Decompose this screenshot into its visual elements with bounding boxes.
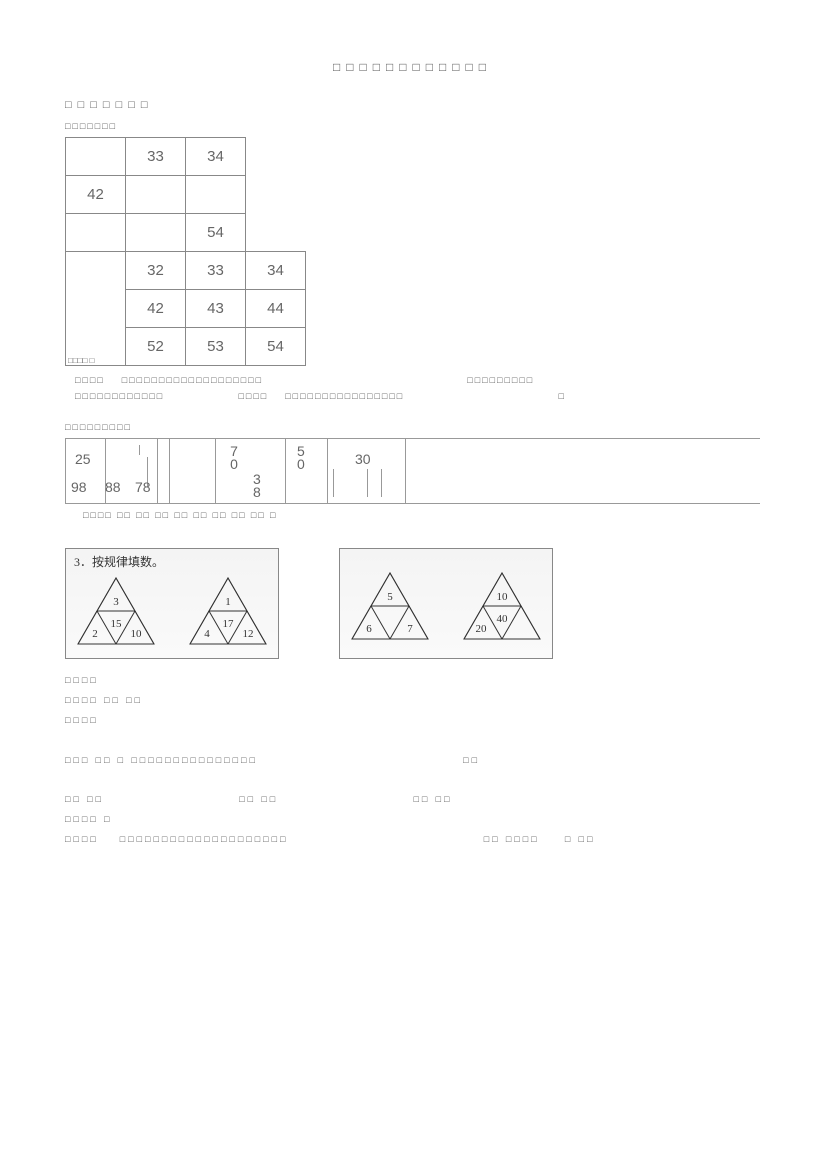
- svg-text:4: 4: [204, 628, 210, 640]
- triangle-section: 3．按规律填数。 3 2 15 10 1: [65, 548, 760, 659]
- triangle-diagram-1: 3 2 15 10: [74, 574, 158, 648]
- note-text: □□□□: [238, 388, 268, 404]
- footer-text: □□ □□: [414, 790, 453, 810]
- cell: [126, 176, 186, 214]
- svg-text:15: 15: [111, 618, 123, 630]
- note-text: □□□□□□□□□□□□□□□□□□□: [122, 375, 263, 385]
- footer-line: □□□□ □: [65, 810, 760, 830]
- section-heading-1: □□□□□□□: [65, 99, 760, 111]
- svg-text:20: 20: [476, 623, 488, 635]
- footer-line: □□□□: [65, 671, 760, 691]
- footer-text: □□ □□□□: [484, 830, 540, 850]
- cell: 42: [66, 176, 126, 214]
- footer-text: □□: [463, 751, 480, 771]
- svg-text:40: 40: [497, 613, 509, 625]
- footer-text: □□ □□: [239, 790, 278, 810]
- section-sub-2: □□□□□□□□□: [65, 422, 760, 432]
- seq-num: 88: [105, 479, 121, 495]
- cell-label: □□□□ □: [66, 252, 126, 366]
- cell: [66, 138, 126, 176]
- cell: 54: [186, 214, 246, 252]
- cell: 52: [126, 328, 186, 366]
- footer-text: □ □□: [565, 830, 596, 850]
- svg-text:17: 17: [223, 618, 235, 630]
- svg-text:10: 10: [131, 628, 143, 640]
- sequence-strip: 25 70 50 30 98 88 78 38: [65, 438, 760, 504]
- seq-num: 98: [71, 479, 87, 495]
- triangle-diagram-3: 5 6 7: [348, 569, 432, 643]
- svg-text:10: 10: [497, 591, 509, 603]
- note-text: □□□□□□□□□: [467, 372, 534, 388]
- footer-text: □□□□□□□□□□□□□□□□□□□□: [120, 830, 289, 850]
- cell: 43: [186, 290, 246, 328]
- svg-text:1: 1: [225, 596, 231, 608]
- cell: 34: [186, 138, 246, 176]
- cell: 33: [126, 138, 186, 176]
- note-text: □: [558, 391, 565, 401]
- triangle-box-2: 5 6 7 10 20 40: [339, 548, 553, 659]
- seq-num: 70: [228, 445, 242, 471]
- note-text: □□□□□□□□□□□□: [75, 391, 164, 401]
- triangle-title: 3．按规律填数。: [74, 553, 270, 570]
- svg-text:3: 3: [113, 596, 119, 608]
- footer-line: □□□□: [65, 711, 760, 731]
- triangle-box-1: 3．按规律填数。 3 2 15 10 1: [65, 548, 279, 659]
- cell: [186, 176, 246, 214]
- footer-text: □□□□: [65, 830, 99, 850]
- cell-blank: [246, 138, 306, 252]
- number-grid-table: 33 34 42 54 □□□□ □ 32 33 34 42 43 44 52 …: [65, 137, 306, 366]
- note-text: □□□□□□□□□□□□□□□□: [285, 391, 404, 401]
- notes-block-1: □□□□ □□□□□□□□□□□□□□□□□□□ □□□□□□□□□ □□□□□…: [75, 372, 760, 404]
- cell: [66, 214, 126, 252]
- footer-line: □□□□ □□ □□: [65, 691, 760, 711]
- seq-num: 50: [297, 445, 311, 471]
- cell: 54: [246, 328, 306, 366]
- svg-text:2: 2: [92, 628, 98, 640]
- svg-text:12: 12: [243, 628, 254, 640]
- cell: 44: [246, 290, 306, 328]
- seq-num: 38: [253, 473, 267, 499]
- cell: [126, 214, 186, 252]
- seq-num: 78: [135, 479, 151, 495]
- footer-text: □□ □□: [65, 790, 104, 810]
- seq-num: 25: [75, 451, 91, 467]
- svg-text:6: 6: [366, 623, 372, 635]
- cell: 42: [126, 290, 186, 328]
- svg-text:7: 7: [407, 623, 413, 635]
- cell: 53: [186, 328, 246, 366]
- cell: 33: [186, 252, 246, 290]
- seq-num: 30: [355, 451, 371, 467]
- svg-text:5: 5: [387, 591, 393, 603]
- footer-block: □□□□ □□□□ □□ □□ □□□□ □□□ □□ □ □□□□□□□□□□…: [65, 671, 760, 849]
- seq-caption: □□□□ □□ □□ □□ □□ □□ □□ □□ □□ □: [83, 510, 760, 520]
- triangle-diagram-4: 10 20 40: [460, 569, 544, 643]
- triangle-diagram-2: 1 4 17 12: [186, 574, 270, 648]
- cell: 32: [126, 252, 186, 290]
- cell: 34: [246, 252, 306, 290]
- footer-text: □□□ □□ □ □□□□□□□□□□□□□□□: [65, 751, 258, 771]
- section-sub-1: □□□□□□□: [65, 121, 760, 131]
- note-text: □□□□: [75, 375, 105, 385]
- page-title: □□□□□□□□□□□□: [65, 60, 760, 75]
